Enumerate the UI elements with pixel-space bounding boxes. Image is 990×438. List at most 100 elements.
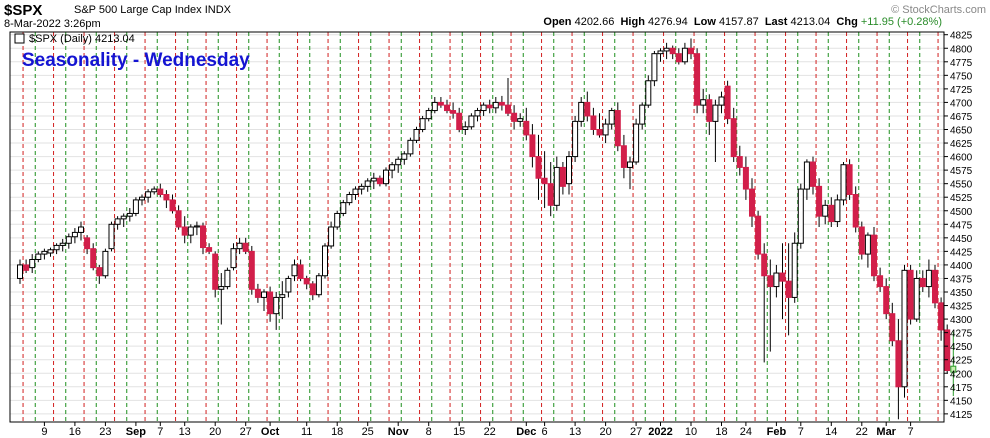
candle <box>877 267 884 292</box>
change-label: Chg <box>836 16 858 28</box>
candle-body <box>505 104 511 114</box>
candle-body <box>620 145 627 168</box>
candle-body <box>584 101 591 117</box>
candle <box>206 243 213 255</box>
y-tick-label: 4325 <box>950 302 973 313</box>
candle <box>126 208 133 222</box>
candle <box>108 221 115 252</box>
candle-body <box>877 275 884 288</box>
candle-body <box>108 223 115 250</box>
candle <box>291 259 298 282</box>
candle-body <box>218 286 225 290</box>
candle <box>132 197 139 217</box>
candle <box>871 227 877 282</box>
candle-body <box>840 164 847 201</box>
candle-body <box>541 177 548 185</box>
candle <box>407 137 414 157</box>
candle-body <box>785 280 792 298</box>
candle <box>840 162 847 206</box>
candle <box>462 121 469 135</box>
open-label: Open <box>543 16 572 28</box>
candle-body <box>376 177 383 185</box>
candle-body <box>681 47 688 63</box>
candle-body <box>462 126 469 130</box>
candle-body <box>157 188 164 195</box>
candle-body <box>718 96 725 106</box>
chart-legend: $SPX (Daily) 4213.04 <box>14 33 135 45</box>
candle <box>437 97 444 108</box>
candle-body <box>193 225 200 228</box>
candle <box>315 273 322 298</box>
candle <box>139 194 145 206</box>
candle <box>651 50 658 87</box>
candle-body <box>901 269 908 388</box>
y-tick-label: 4550 <box>950 180 973 191</box>
candle <box>547 162 554 217</box>
candle <box>907 264 914 325</box>
candle <box>810 156 816 195</box>
candle <box>675 48 682 65</box>
candle <box>218 273 225 325</box>
legend-label: $SPX (Daily) 4213.04 <box>29 33 135 45</box>
candle-body <box>938 302 945 331</box>
candle-body <box>395 158 402 166</box>
candle-body <box>663 47 670 52</box>
candle-body <box>730 118 737 158</box>
candle-body <box>248 250 255 290</box>
candle-body <box>340 202 347 214</box>
chart-gridlines <box>10 34 944 415</box>
y-tick-label: 4625 <box>950 139 973 150</box>
y-tick-label: 4350 <box>950 288 973 299</box>
candle-body <box>724 85 731 120</box>
x-tick-label: 22 <box>484 426 496 438</box>
candle <box>932 264 938 309</box>
y-tick-label: 4375 <box>950 274 973 285</box>
candle-body <box>279 294 286 298</box>
candle <box>498 95 505 111</box>
candle <box>700 88 707 114</box>
x-tick-label: Feb <box>767 426 787 438</box>
candle <box>566 151 572 195</box>
candle <box>383 167 389 187</box>
candle-body <box>523 120 530 136</box>
candle <box>541 151 548 209</box>
candle-body <box>852 194 859 228</box>
candle <box>852 186 859 233</box>
candle <box>816 178 823 227</box>
candle <box>950 331 957 396</box>
candle-body <box>883 286 890 315</box>
candle-body <box>810 161 816 187</box>
candle-body <box>358 185 365 190</box>
candle-body <box>175 210 182 228</box>
candle-body <box>913 277 920 320</box>
candle-body <box>468 115 475 128</box>
candle-body <box>822 204 829 217</box>
y-tick-label: 4700 <box>950 98 973 109</box>
candle <box>846 159 853 200</box>
x-tick-label: 22 <box>856 426 868 438</box>
candle-body <box>749 188 755 217</box>
candle <box>627 156 633 190</box>
candle-body <box>712 104 719 122</box>
candle <box>492 97 499 114</box>
candle-body <box>547 183 554 206</box>
x-tick-label: 2022 <box>648 426 672 438</box>
x-tick-label: 20 <box>599 426 611 438</box>
candle <box>254 283 261 303</box>
y-tick-label: 4400 <box>950 261 973 272</box>
candle <box>17 259 23 284</box>
x-tick-label: 25 <box>362 426 374 438</box>
candle-body <box>895 340 902 388</box>
candle-body <box>322 245 328 277</box>
candle <box>71 228 78 244</box>
candle-body <box>828 204 835 223</box>
candle-body <box>773 272 780 288</box>
candle-body <box>65 236 72 244</box>
candle-body <box>919 277 926 288</box>
candle <box>261 289 267 311</box>
candle-body <box>401 153 408 160</box>
x-tick-label: 14 <box>825 426 837 438</box>
candle-body <box>535 156 542 179</box>
candle <box>767 259 774 352</box>
